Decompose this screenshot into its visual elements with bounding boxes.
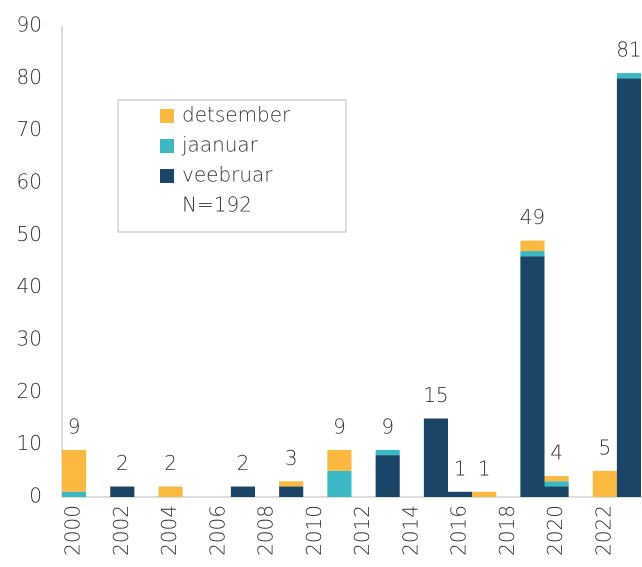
data-label: 2: [164, 451, 177, 475]
data-label: 1: [478, 456, 491, 480]
data-label: 9: [381, 414, 394, 438]
data-label: 4: [550, 441, 563, 465]
x-tick-label: 2004: [157, 505, 181, 556]
bar-segment: [279, 481, 304, 487]
bar-segment: [448, 491, 473, 497]
x-tick-label: 2018: [495, 505, 519, 556]
x-tick-label: 2006: [205, 505, 229, 556]
y-tick-label: 70: [17, 117, 42, 141]
bar-segment: [375, 455, 400, 497]
legend-label: jaanuar: [181, 133, 259, 157]
x-tick-label: 2008: [254, 505, 278, 556]
x-tick-label: 2014: [398, 505, 422, 556]
bar-segment: [158, 486, 183, 497]
legend-box: [117, 99, 347, 233]
bar-segment: [544, 486, 569, 497]
bar-segment: [520, 256, 545, 497]
bar-segment: [616, 73, 641, 79]
y-tick-label: 90: [17, 13, 42, 37]
bar-segment: [616, 78, 641, 497]
y-tick-label: 40: [17, 274, 42, 298]
bar-segment: [520, 251, 545, 257]
bar-segment: [472, 491, 497, 497]
bar-segment: [327, 449, 352, 471]
x-tick-label: 2002: [109, 505, 133, 556]
bar-segment: [279, 486, 304, 497]
bar-segment: [230, 486, 255, 497]
x-tick-label: 2016: [447, 505, 471, 556]
legend-label: veebruar: [182, 163, 273, 187]
y-tick-label: 10: [17, 431, 42, 455]
bar-segment: [62, 449, 87, 492]
bar-segment: [592, 470, 617, 497]
data-label: 3: [285, 446, 298, 470]
x-tick-label: 2022: [591, 505, 615, 556]
data-label: 9: [68, 414, 81, 438]
y-tick-label: 80: [17, 65, 42, 89]
x-tick-label: 2012: [350, 505, 374, 556]
data-label: 2: [116, 451, 129, 475]
bar-segment: [62, 491, 87, 497]
data-label: 15: [423, 383, 448, 407]
y-tick-label: 50: [17, 222, 42, 246]
bar-segment: [423, 418, 448, 497]
data-label: 5: [598, 435, 611, 459]
x-tick-label: 2000: [61, 505, 85, 556]
data-label: 1: [454, 456, 467, 480]
y-tick-label: 30: [17, 327, 42, 351]
legend-label: detsember: [182, 103, 291, 127]
legend-swatch: [160, 139, 174, 153]
data-label: 9: [333, 414, 346, 438]
y-tick-label: 60: [17, 170, 42, 194]
data-label: 81: [616, 38, 641, 62]
data-label: 49: [520, 205, 545, 229]
legend-note: N=192: [182, 193, 252, 217]
y-tick-label: 20: [17, 379, 42, 403]
bar-segment: [327, 470, 352, 497]
bar-segment: [544, 481, 569, 487]
legend-swatch: [160, 169, 174, 183]
x-tick-label: 2020: [543, 505, 567, 556]
bar-segment: [375, 449, 400, 456]
y-tick-label: 0: [29, 484, 42, 508]
legend-swatch: [160, 109, 174, 123]
x-tick-label: 2010: [302, 505, 326, 556]
bar-segment: [544, 476, 569, 482]
bar-segment: [110, 486, 135, 497]
bar-segment: [520, 240, 545, 252]
data-label: 2: [237, 451, 250, 475]
